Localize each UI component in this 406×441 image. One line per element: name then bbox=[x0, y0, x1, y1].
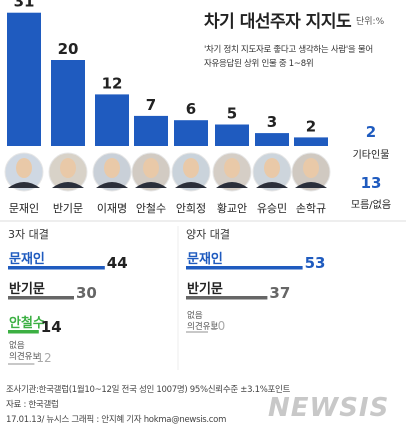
category-label: 유승민 bbox=[257, 202, 287, 215]
category-label: 모름/없음 bbox=[351, 198, 391, 211]
bar bbox=[255, 133, 289, 146]
footer-survey: 조사기관:한국갤럽(1월10~12일 전국 성인 1007명) 95%신뢰수준 … bbox=[6, 385, 291, 395]
bar bbox=[8, 363, 35, 365]
avatar-face bbox=[183, 158, 199, 178]
data-label: 53 bbox=[305, 254, 326, 272]
category-label: 의견유보 bbox=[9, 351, 40, 362]
avatar-body bbox=[175, 182, 207, 188]
avatar-face bbox=[224, 158, 240, 178]
data-label: 6 bbox=[186, 100, 196, 118]
data-label: 2 bbox=[366, 123, 376, 141]
category-label: 안철수 bbox=[136, 202, 166, 215]
avatar-body bbox=[8, 182, 40, 188]
data-label: 12 bbox=[102, 74, 123, 92]
category-label: 반기문 bbox=[9, 281, 45, 297]
data-label: 2 bbox=[306, 117, 316, 135]
watermark-logo: NEWSIS bbox=[268, 393, 390, 423]
category-label: 기타인물 bbox=[353, 149, 390, 161]
category-label: 황교안 bbox=[217, 202, 247, 215]
avatar-body bbox=[135, 182, 167, 188]
avatar-face bbox=[303, 158, 319, 178]
bar bbox=[294, 137, 328, 146]
bar bbox=[8, 330, 39, 334]
avatar-face bbox=[60, 158, 76, 178]
bar bbox=[134, 115, 168, 146]
avatar-body bbox=[216, 182, 248, 188]
section-title-two-way: 양자 대결 bbox=[186, 228, 230, 241]
avatar-body bbox=[256, 182, 288, 188]
data-label: 31 bbox=[14, 0, 35, 11]
avatar-face bbox=[104, 158, 120, 178]
bar bbox=[174, 120, 208, 146]
category-label: 의견유보 bbox=[187, 321, 218, 332]
avatar-face bbox=[16, 158, 32, 178]
footer-source: 자료 : 한국갤럽 bbox=[6, 400, 59, 410]
avatar-body bbox=[295, 182, 327, 188]
bar bbox=[51, 60, 85, 146]
category-label: 안희정 bbox=[176, 202, 206, 215]
data-label: 14 bbox=[41, 318, 62, 336]
data-label: 44 bbox=[107, 254, 128, 272]
unit-label: 단위:% bbox=[356, 17, 385, 27]
data-label: 30 bbox=[76, 284, 97, 302]
bar bbox=[215, 124, 249, 146]
section-title-three-way: 3자 대결 bbox=[8, 228, 49, 241]
footer-credit: 17.01.13/ 뉴시스 그래픽 : 안지혜 기자 hokma@newsis.… bbox=[6, 415, 227, 425]
data-label: 3 bbox=[267, 113, 277, 131]
bar bbox=[8, 266, 105, 270]
data-label: 10 bbox=[210, 319, 225, 333]
category-label: 문재인 bbox=[9, 251, 45, 267]
title: 차기 대선주자 지지도 bbox=[204, 12, 352, 32]
category-label: 문재인 bbox=[187, 251, 223, 267]
data-label: 37 bbox=[269, 284, 290, 302]
category-label: 손학규 bbox=[296, 202, 326, 215]
data-label: 13 bbox=[361, 174, 382, 192]
bar bbox=[7, 12, 41, 147]
data-label: 20 bbox=[58, 40, 79, 58]
subtitle-line: '차기 정치 지도자로 좋다고 생각하는 사람'을 물어 bbox=[204, 45, 373, 55]
avatar-face bbox=[264, 158, 280, 178]
category-label: 없음 bbox=[187, 311, 203, 321]
avatar-body bbox=[52, 182, 84, 188]
data-label: 12 bbox=[36, 351, 51, 365]
bar bbox=[186, 331, 208, 333]
category-label: 이재명 bbox=[97, 202, 127, 215]
avatar-face bbox=[143, 158, 159, 178]
category-label: 문재인 bbox=[9, 202, 39, 215]
bar bbox=[95, 94, 129, 146]
bar bbox=[8, 296, 74, 300]
data-label: 5 bbox=[227, 105, 237, 123]
subtitle: '차기 정치 지도자로 좋다고 생각하는 사람'을 물어 자유응답된 상위 인물… bbox=[204, 43, 400, 71]
subtitle-line: 자유응답된 상위 인물 중 1~8위 bbox=[204, 59, 314, 69]
bar bbox=[186, 296, 268, 300]
bar bbox=[186, 266, 303, 270]
category-label: 반기문 bbox=[53, 202, 83, 215]
avatar-body bbox=[96, 182, 128, 188]
data-label: 7 bbox=[146, 96, 156, 114]
category-label: 없음 bbox=[9, 341, 25, 351]
category-label: 반기문 bbox=[187, 281, 223, 297]
category-label: 안철수 bbox=[9, 315, 45, 331]
